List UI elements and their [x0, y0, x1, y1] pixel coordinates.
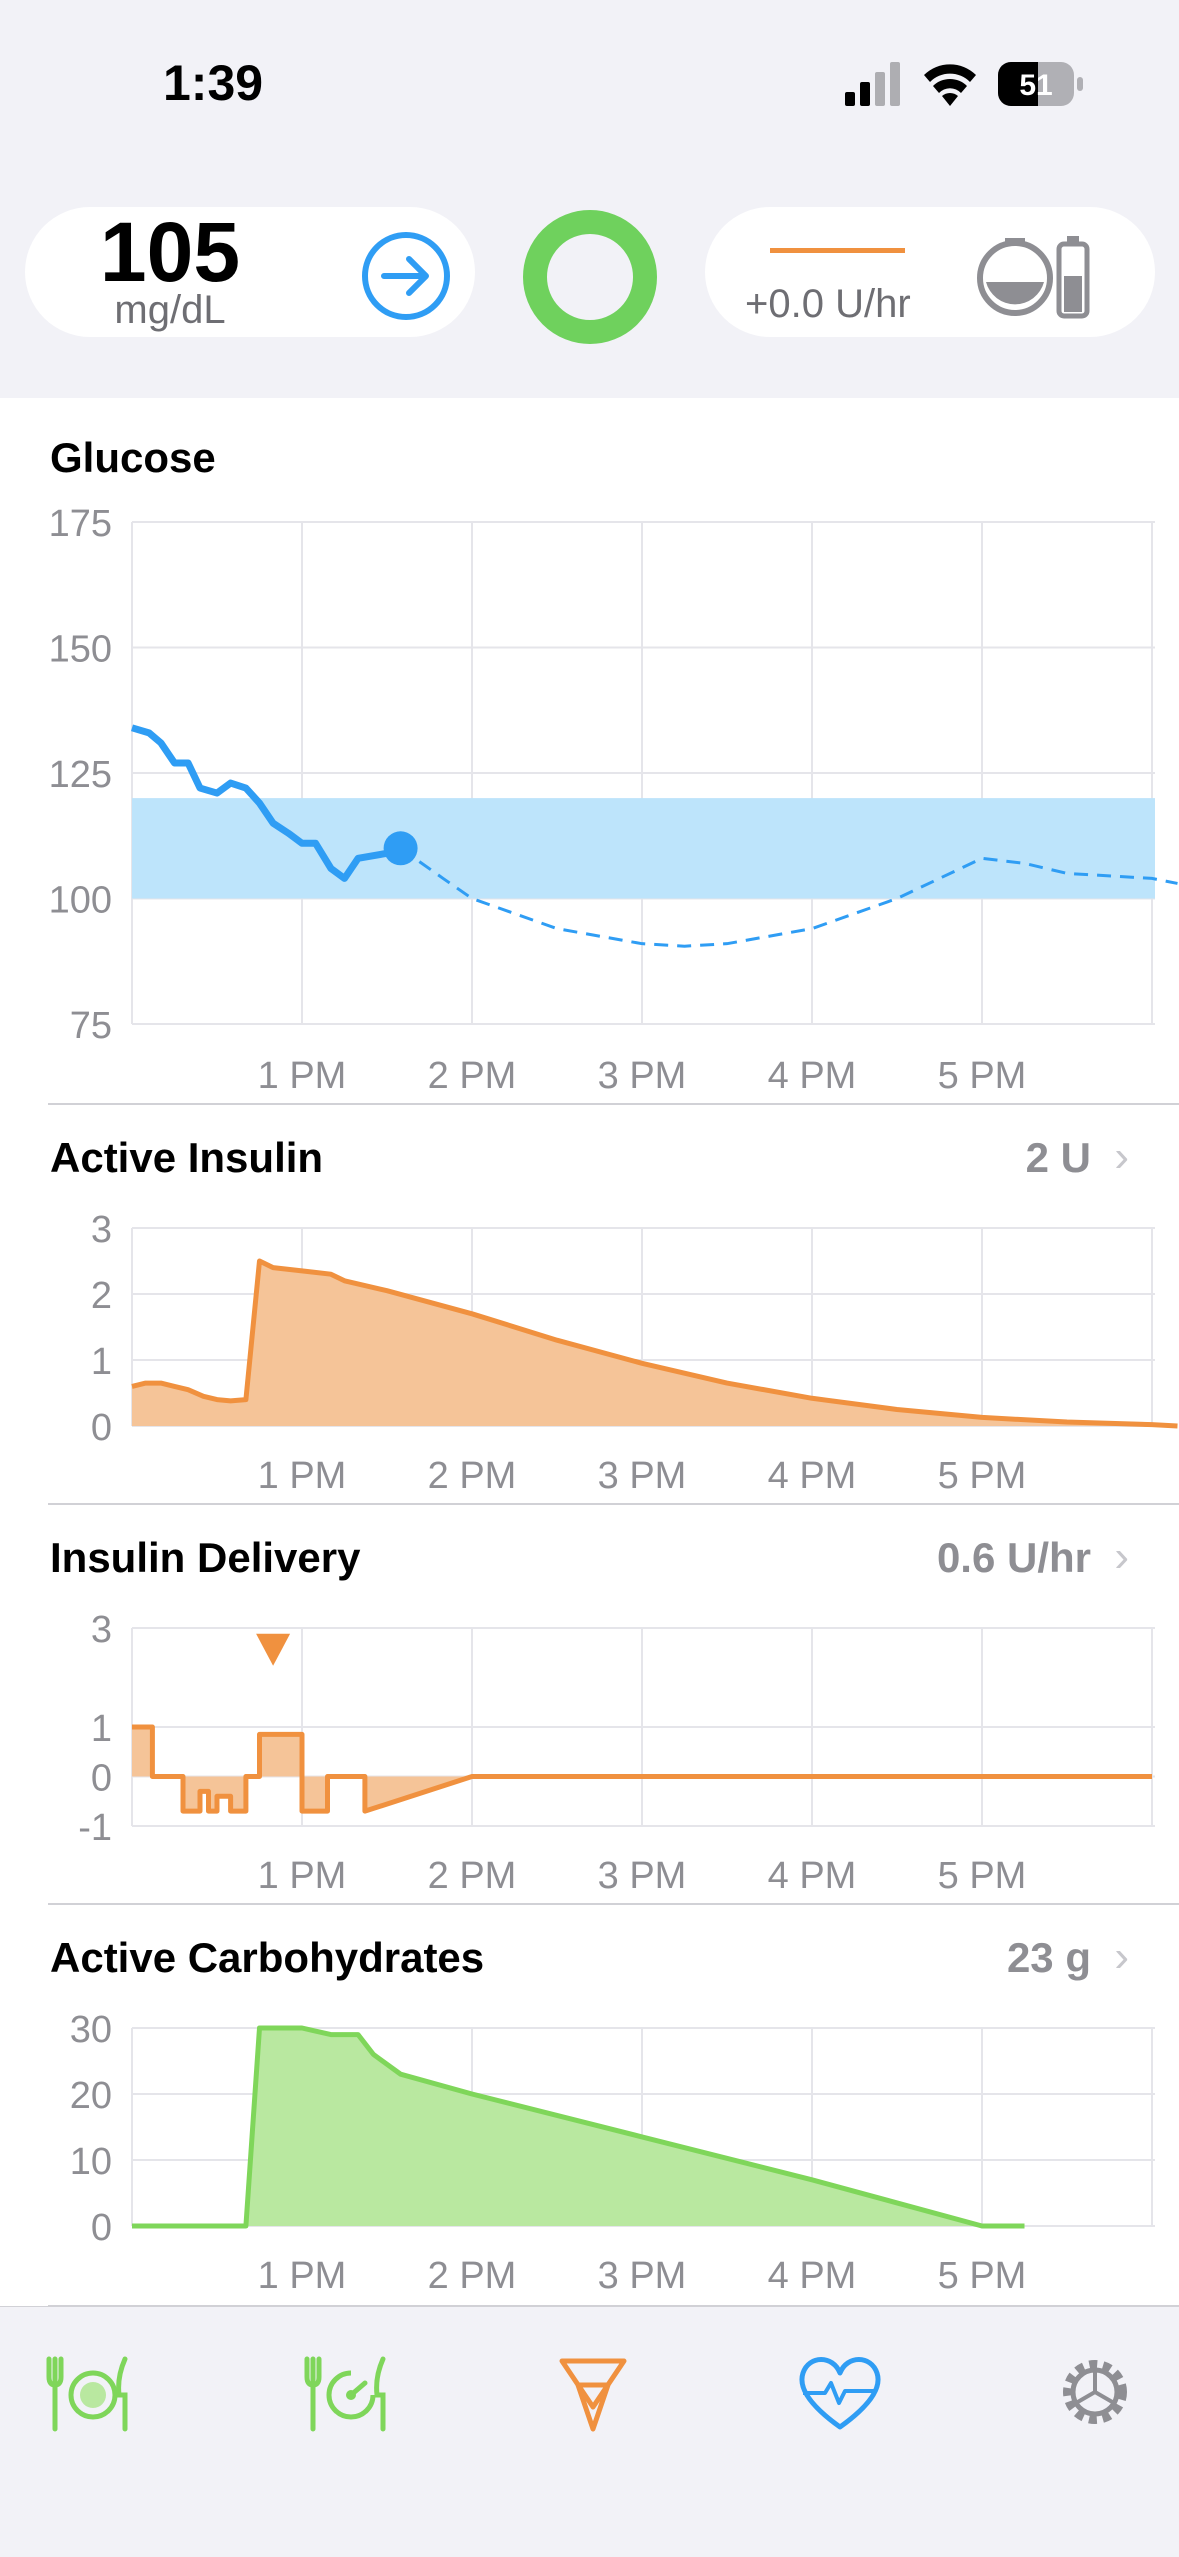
cellular-signal-icon: [845, 62, 900, 106]
x-tick-label: 3 PM: [598, 1855, 687, 1897]
target-range-band: [132, 798, 1155, 899]
tab-bar: [0, 2306, 1179, 2557]
status-time: 1:39: [163, 55, 264, 111]
status-bar: 1:39 51: [0, 0, 1179, 170]
y-tick-label: 10: [70, 2141, 112, 2183]
chevron-right-icon[interactable]: ›: [1114, 1132, 1129, 1181]
x-tick-label: 3 PM: [598, 2255, 687, 2297]
y-tick-label: 125: [49, 754, 112, 796]
battery-level: 51: [1019, 69, 1052, 102]
series-area: [132, 1727, 1152, 1812]
x-tick-label: 1 PM: [258, 2255, 347, 2297]
y-tick-label: 0: [91, 1407, 112, 1449]
bolus-marker: [256, 1633, 291, 1666]
battery-icon: 51: [998, 62, 1083, 106]
current-glucose-point: [383, 831, 418, 866]
x-tick-label: 5 PM: [938, 2255, 1027, 2297]
loop-ring-icon[interactable]: [520, 207, 660, 347]
x-tick-label: 1 PM: [258, 1855, 347, 1897]
x-tick-label: 3 PM: [598, 1055, 687, 1097]
x-tick-label: 3 PM: [598, 1455, 687, 1497]
y-tick-label: 1: [91, 1341, 112, 1383]
x-tick-label: 5 PM: [938, 1455, 1027, 1497]
x-tick-label: 4 PM: [768, 2255, 857, 2297]
add-carbs-icon[interactable]: [45, 2347, 135, 2437]
x-tick-label: 5 PM: [938, 1055, 1027, 1097]
chevron-right-icon[interactable]: ›: [1114, 1532, 1129, 1581]
x-tick-label: 4 PM: [768, 1455, 857, 1497]
pre-meal-target-icon[interactable]: [303, 2347, 393, 2437]
bolus-icon[interactable]: [548, 2347, 638, 2437]
active-insulin-value[interactable]: 2 U: [1025, 1134, 1091, 1181]
basal-rate-line: [770, 248, 905, 253]
active-carbs-title: Active Carbohydrates: [50, 1934, 485, 1981]
y-tick-label: 100: [49, 880, 112, 922]
y-tick-label: 175: [49, 503, 112, 545]
glucose-prediction-line: [399, 847, 1178, 948]
y-tick-label: 0: [91, 2207, 112, 2249]
y-tick-label: 150: [49, 629, 112, 671]
glucose-value: 105: [99, 205, 241, 299]
arrow-right-circle-icon: [362, 232, 450, 320]
series-line: [132, 2025, 1025, 2229]
x-tick-label: 1 PM: [258, 1055, 347, 1097]
insulin-delivery-value[interactable]: 0.6 U/hr: [936, 1534, 1091, 1581]
y-tick-label: 0: [91, 1758, 112, 1800]
x-tick-label: 4 PM: [768, 1055, 857, 1097]
x-tick-label: 5 PM: [938, 1855, 1027, 1897]
y-tick-label: 3: [91, 1209, 112, 1251]
x-tick-label: 2 PM: [428, 1855, 517, 1897]
health-heart-icon[interactable]: [795, 2347, 885, 2437]
y-tick-label: 30: [70, 2009, 112, 2051]
insulin-delivery-title: Insulin Delivery: [50, 1534, 361, 1581]
series-line: [131, 1258, 1178, 1429]
chevron-right-icon[interactable]: ›: [1114, 1932, 1129, 1981]
glucose-history-line: [131, 724, 402, 882]
x-tick-label: 2 PM: [428, 1455, 517, 1497]
y-tick-label: -1: [78, 1807, 112, 1849]
wifi-icon: [924, 64, 976, 106]
settings-gear-icon[interactable]: [1050, 2347, 1140, 2437]
y-tick-label: 20: [70, 2075, 112, 2117]
pump-reservoir-icon: [977, 236, 1090, 319]
charts-panel: Glucose Active Insulin 2 U › Insulin Del…: [0, 398, 1179, 2306]
y-tick-label: 2: [91, 1275, 112, 1317]
series-area: [132, 1261, 1178, 1426]
y-tick-label: 1: [91, 1708, 112, 1750]
y-tick-label: 3: [91, 1609, 112, 1651]
x-tick-label: 2 PM: [428, 2255, 517, 2297]
active-insulin-title: Active Insulin: [50, 1134, 324, 1181]
hud-bar: 105 mg/dL +0.0 U/hr: [0, 170, 1179, 398]
y-tick-label: 75: [70, 1005, 112, 1047]
series-line: [132, 1724, 1152, 1814]
series-area: [132, 2028, 1025, 2226]
x-tick-label: 2 PM: [428, 1055, 517, 1097]
basal-rate-value: +0.0 U/hr: [745, 282, 911, 326]
active-carbs-value[interactable]: 23 g: [1006, 1934, 1091, 1981]
glucose-chart-title: Glucose: [50, 434, 216, 481]
glucose-unit: mg/dL: [114, 288, 226, 332]
x-tick-label: 4 PM: [768, 1855, 857, 1897]
x-tick-label: 1 PM: [258, 1455, 347, 1497]
